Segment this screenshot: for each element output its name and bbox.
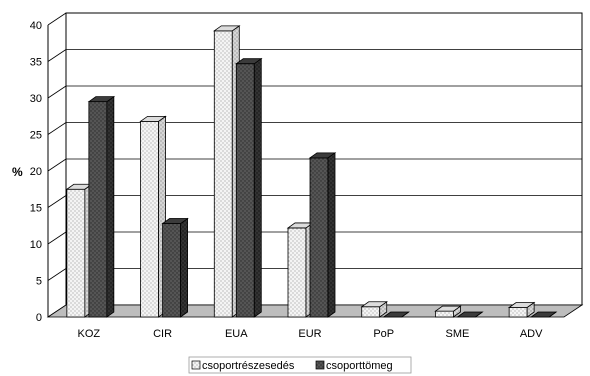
gridline-side: [47, 85, 67, 99]
bar-side: [106, 95, 115, 318]
y-tick-label: 30: [30, 93, 42, 105]
bar-top: [235, 58, 263, 65]
bar-top: [360, 301, 388, 308]
bar-front: [287, 227, 307, 318]
bar-CIR-csoporttomeg: [161, 217, 189, 318]
bar-front: [309, 157, 329, 318]
bar-front: [361, 306, 381, 318]
bar-front: [508, 307, 528, 318]
x-tick-label: PoP: [373, 328, 394, 340]
x-tick-label: EUR: [298, 328, 321, 340]
legend-label: csoporttömeg: [326, 360, 393, 372]
bar-SME-csoportreszesedes: [434, 305, 462, 318]
bar-ADV-csoportreszesedes: [507, 301, 536, 318]
bar-top: [382, 311, 410, 318]
bar-front: [435, 310, 454, 318]
axes: 0 5 10 15 20 25 30 35 40 KOZ CIR EUA EUR PoP SME ADV: [30, 13, 543, 340]
legend-swatch: [315, 360, 325, 370]
bar-PoP-csoportreszesedes: [360, 301, 388, 318]
bar-side: [327, 152, 336, 318]
gridline-side: [47, 49, 67, 62]
bar-front: [162, 223, 181, 318]
y-tick-label: 10: [30, 239, 42, 251]
bar-top: [308, 152, 337, 159]
bar-CIR-csoportreszesedes: [139, 115, 167, 318]
bar-front: [88, 101, 108, 318]
bar-KOZ-csoportreszesedes: [65, 183, 94, 318]
y-tick-label: 0: [36, 312, 42, 324]
y-tick-label: 25: [30, 130, 42, 142]
y-tick-label: 15: [30, 203, 42, 215]
gridline-side: [47, 122, 67, 135]
bar-top: [87, 96, 116, 103]
legend-swatch: [191, 360, 201, 370]
bar-SME-csoporttomeg: [456, 311, 484, 318]
bar-top: [507, 302, 536, 308]
bar-front: [213, 30, 233, 318]
bar-front: [235, 63, 255, 318]
bar-front: [140, 120, 159, 318]
bar-top: [213, 25, 241, 32]
x-tick-label: CIR: [153, 328, 172, 340]
x-tick-label: SME: [446, 328, 470, 340]
bar-EUR-csoporttomeg: [308, 152, 337, 318]
legend-box: [188, 356, 412, 374]
bar-top: [161, 218, 189, 224]
bar-KOZ-csoporttomeg: [87, 95, 116, 318]
bar-top: [456, 311, 484, 318]
bar-EUA-csoportreszesedes: [213, 25, 241, 318]
bars: [65, 25, 558, 318]
legend-label: csoportrészesedés: [202, 360, 295, 372]
x-tick-label: EUA: [225, 328, 248, 340]
y-axis-label: %: [12, 165, 23, 179]
bar-side: [253, 57, 262, 318]
bar-top: [529, 311, 558, 318]
bar-PoP-csoporttomeg: [382, 311, 410, 318]
gridline-side: [47, 158, 67, 172]
gridline-side: [47, 268, 67, 281]
bar-top: [139, 115, 167, 122]
y-tick-label: 40: [30, 20, 42, 32]
gridline-side: [47, 12, 67, 26]
bar-top: [434, 305, 462, 312]
legend: csoportrészesedés csoporttömeg: [188, 356, 412, 374]
bar-ADV-csoporttomeg: [529, 311, 558, 318]
bar-front: [66, 188, 86, 318]
x-tick-label: KOZ: [78, 328, 101, 340]
bar-EUR-csoportreszesedes: [286, 222, 315, 318]
y-tick-label: 35: [30, 57, 42, 69]
gridline-side: [47, 195, 67, 208]
bar-EUA-csoporttomeg: [235, 57, 263, 318]
x-tick-label: ADV: [520, 328, 543, 340]
y-tick-label: 5: [36, 276, 42, 288]
gridline-side: [47, 231, 67, 245]
bar-side: [180, 217, 188, 318]
y-tick-label: 20: [30, 166, 42, 178]
